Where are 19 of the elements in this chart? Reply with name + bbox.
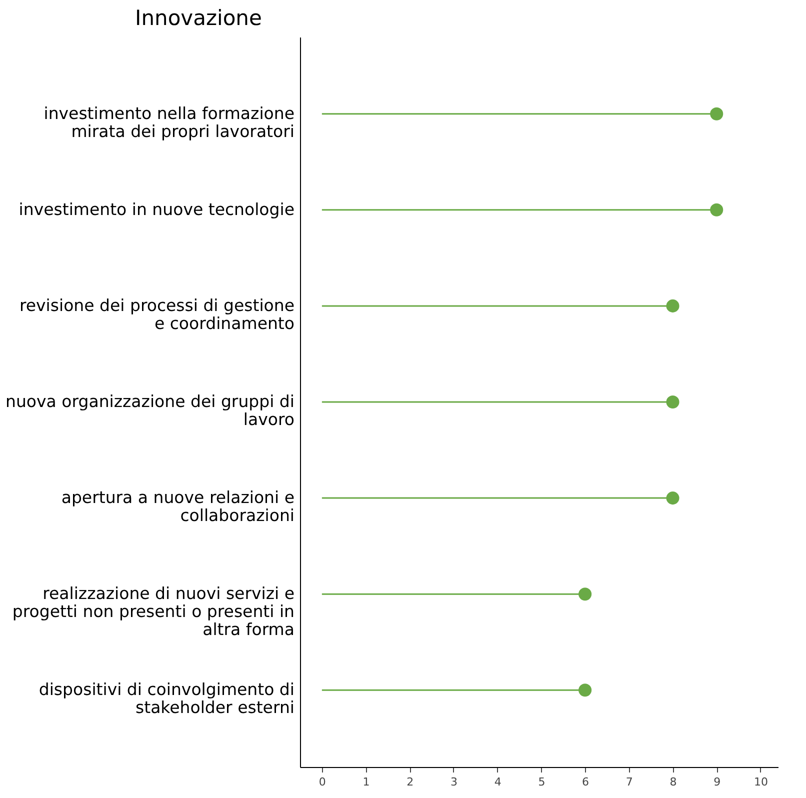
chart-title: Innovazione [135,6,262,30]
y-tick-label: revisione dei processi di gestione e coordinamento [19,296,294,333]
x-tick-label: 1 [362,776,370,788]
x-tick-label: 8 [670,776,677,788]
x-tick-label: 3 [450,776,458,788]
y-tick-label: investimento nella formazione mirata dei propri lavoratori [44,104,294,141]
x-tick-label: 5 [538,776,546,788]
y-tick-label: investimento in nuove tecnologie [18,200,294,219]
x-tick-label: 9 [714,776,721,788]
y-tick-label: apertura a nuove relazioni e collaborazioni [61,488,294,526]
y-tick-label: nuova organizzazione dei gruppi di lavoro [6,392,294,429]
x-tick-label: 0 [318,776,326,788]
x-tick-label: 10 [754,776,768,788]
x-tick-label: 2 [406,776,414,788]
y-tick-label: dispositivi di coinvolgimento di stakeholder esterni [38,680,294,718]
y-tick-label: realizzazione di nuovi servizi e progetti non presenti o presenti in altra forma [12,584,294,640]
x-tick-label: 4 [494,776,502,788]
x-tick-label: 6 [582,776,590,788]
x-tick-label: 7 [626,776,633,788]
